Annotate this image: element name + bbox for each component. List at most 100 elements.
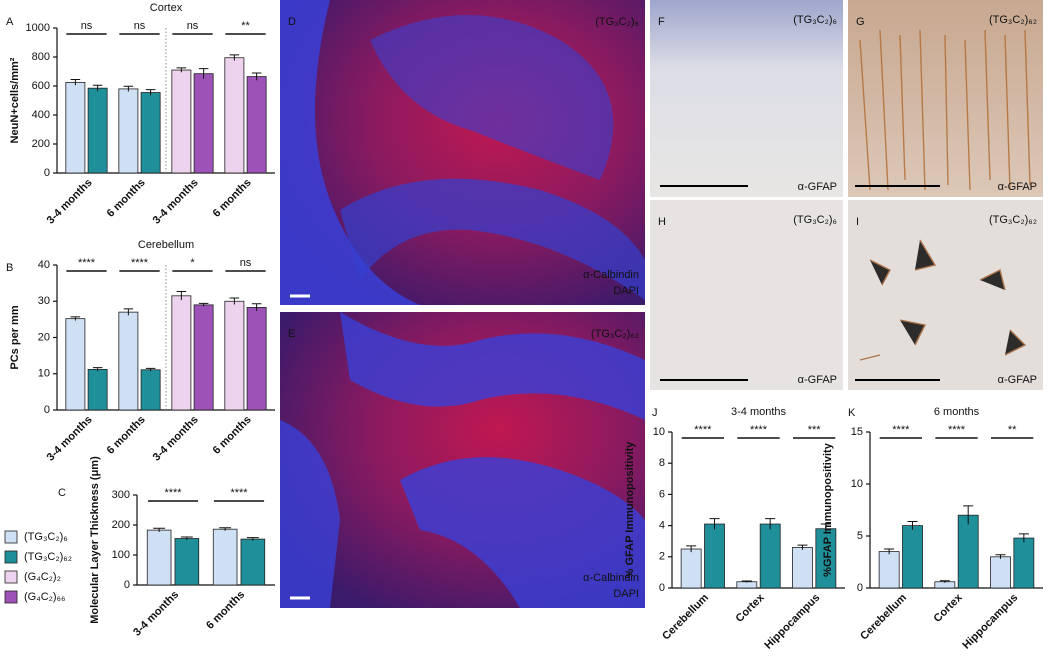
legend-swatch: [4, 590, 18, 604]
significance-label: ****: [892, 424, 910, 436]
error-bar: [229, 54, 240, 61]
x-tick-label: 6 months: [105, 177, 148, 220]
bar: [759, 523, 781, 589]
error-bar: [686, 545, 697, 553]
stain-label: α-Calbindin: [583, 269, 639, 281]
bar: [140, 92, 161, 174]
y-tick-label: 0: [124, 579, 130, 591]
micrograph: [848, 0, 1043, 197]
legend-swatch: [4, 550, 18, 564]
image-panel: [280, 0, 645, 305]
error-bar: [176, 67, 187, 73]
genotype-label: (TG₃C₂)₆: [595, 16, 639, 28]
genotype-label: (TG₃C₂)₆₂: [989, 214, 1037, 226]
bar: [65, 318, 86, 411]
granular-layer: [280, 420, 340, 608]
scale-bars: [660, 185, 940, 381]
y-tick-label: 8: [659, 457, 665, 469]
bar: [957, 514, 979, 589]
y-tick-label: 5: [857, 530, 863, 542]
astrocytes: [859, 239, 1027, 361]
error-bar: [939, 580, 950, 583]
significance-label: ****: [750, 424, 768, 436]
error-bar: [246, 537, 259, 541]
panel-letter: A: [6, 16, 14, 28]
bar: [736, 581, 758, 589]
error-bar: [70, 78, 81, 86]
y-axis-label: NeuN+cells/mm²: [9, 57, 21, 143]
error-bar: [1018, 533, 1029, 543]
error-bar: [92, 367, 103, 372]
bar: [118, 88, 139, 174]
y-tick-label: 200: [112, 519, 130, 531]
y-tick-label: 600: [32, 80, 50, 92]
y-tick-label: 0: [44, 404, 50, 416]
bar: [87, 87, 108, 174]
stain-label: α-GFAP: [798, 374, 837, 386]
panel-letter: D: [288, 16, 296, 28]
x-tick-label: Cortex: [734, 591, 768, 625]
y-tick-label: 10: [851, 478, 863, 490]
error-bar: [123, 85, 134, 92]
error-bar: [198, 68, 209, 79]
error-bar: [709, 518, 720, 530]
stain-label: α-GFAP: [998, 374, 1037, 386]
genotype-label: (TG₃C₂)₆: [793, 214, 837, 226]
error-bar: [741, 580, 752, 583]
error-bar: [963, 505, 974, 525]
y-tick-label: 300: [112, 489, 130, 501]
chart-title: 3-4 months: [731, 406, 787, 418]
counterstain-label: DAPI: [613, 285, 639, 297]
error-bar: [176, 290, 187, 301]
significance-label: ****: [948, 424, 966, 436]
chart-title: Cortex: [150, 2, 183, 14]
granular-layer: [400, 457, 645, 608]
granular-layer: [370, 15, 614, 180]
legend-label: (TG₃C₂)₆: [24, 531, 68, 543]
x-tick-label: Cerebellum: [660, 592, 711, 643]
y-tick-label: 800: [32, 51, 50, 63]
x-tick-label: 3-4 months: [45, 414, 95, 464]
panel-letter: K: [848, 407, 856, 419]
x-tick-label: Cerebellum: [858, 592, 909, 643]
error-bar: [219, 527, 232, 531]
bar: [174, 538, 200, 586]
significance-label: ***: [808, 424, 822, 436]
x-tick-label: 3-4 months: [131, 589, 181, 639]
granular-layer: [340, 178, 645, 300]
bar: [990, 556, 1011, 589]
micrograph: [650, 200, 843, 390]
significance-label: ns: [187, 20, 199, 32]
genotype-label: (TG₃C₂)₆₂: [989, 14, 1037, 26]
significance-label: **: [1008, 424, 1017, 436]
error-bar: [123, 308, 134, 316]
significance-label: ns: [134, 20, 146, 32]
x-tick-label: 3-4 months: [45, 177, 95, 227]
bar: [171, 295, 192, 411]
y-tick-label: 10: [38, 368, 50, 380]
y-tick-label: 10: [653, 426, 665, 438]
bar: [224, 57, 245, 174]
bar: [878, 551, 900, 589]
y-axis-label: Molecular Layer Thickness (μm): [89, 456, 101, 624]
x-tick-label: 6 months: [211, 177, 254, 220]
error-bar: [153, 527, 166, 532]
panel-letter: J: [652, 407, 658, 419]
legend-swatch: [4, 530, 18, 544]
error-bar: [884, 548, 895, 555]
x-tick-label: 6 months: [105, 414, 148, 457]
significance-label: ****: [131, 257, 149, 269]
y-tick-label: 4: [659, 520, 665, 532]
error-bar: [180, 536, 193, 540]
significance-label: ns: [240, 257, 252, 269]
x-tick-label: 6 months: [211, 414, 254, 457]
bar: [193, 304, 214, 411]
granular-layer: [280, 0, 420, 305]
bar: [792, 547, 813, 589]
bar: [680, 548, 702, 589]
legend-label: (TG₃C₂)₆₂: [24, 551, 72, 563]
panel-letter: E: [288, 328, 295, 340]
x-tick-label: 3-4 months: [151, 177, 201, 227]
legend-label: (G₄C₂)₆₆: [24, 591, 65, 603]
error-bar: [145, 367, 156, 372]
